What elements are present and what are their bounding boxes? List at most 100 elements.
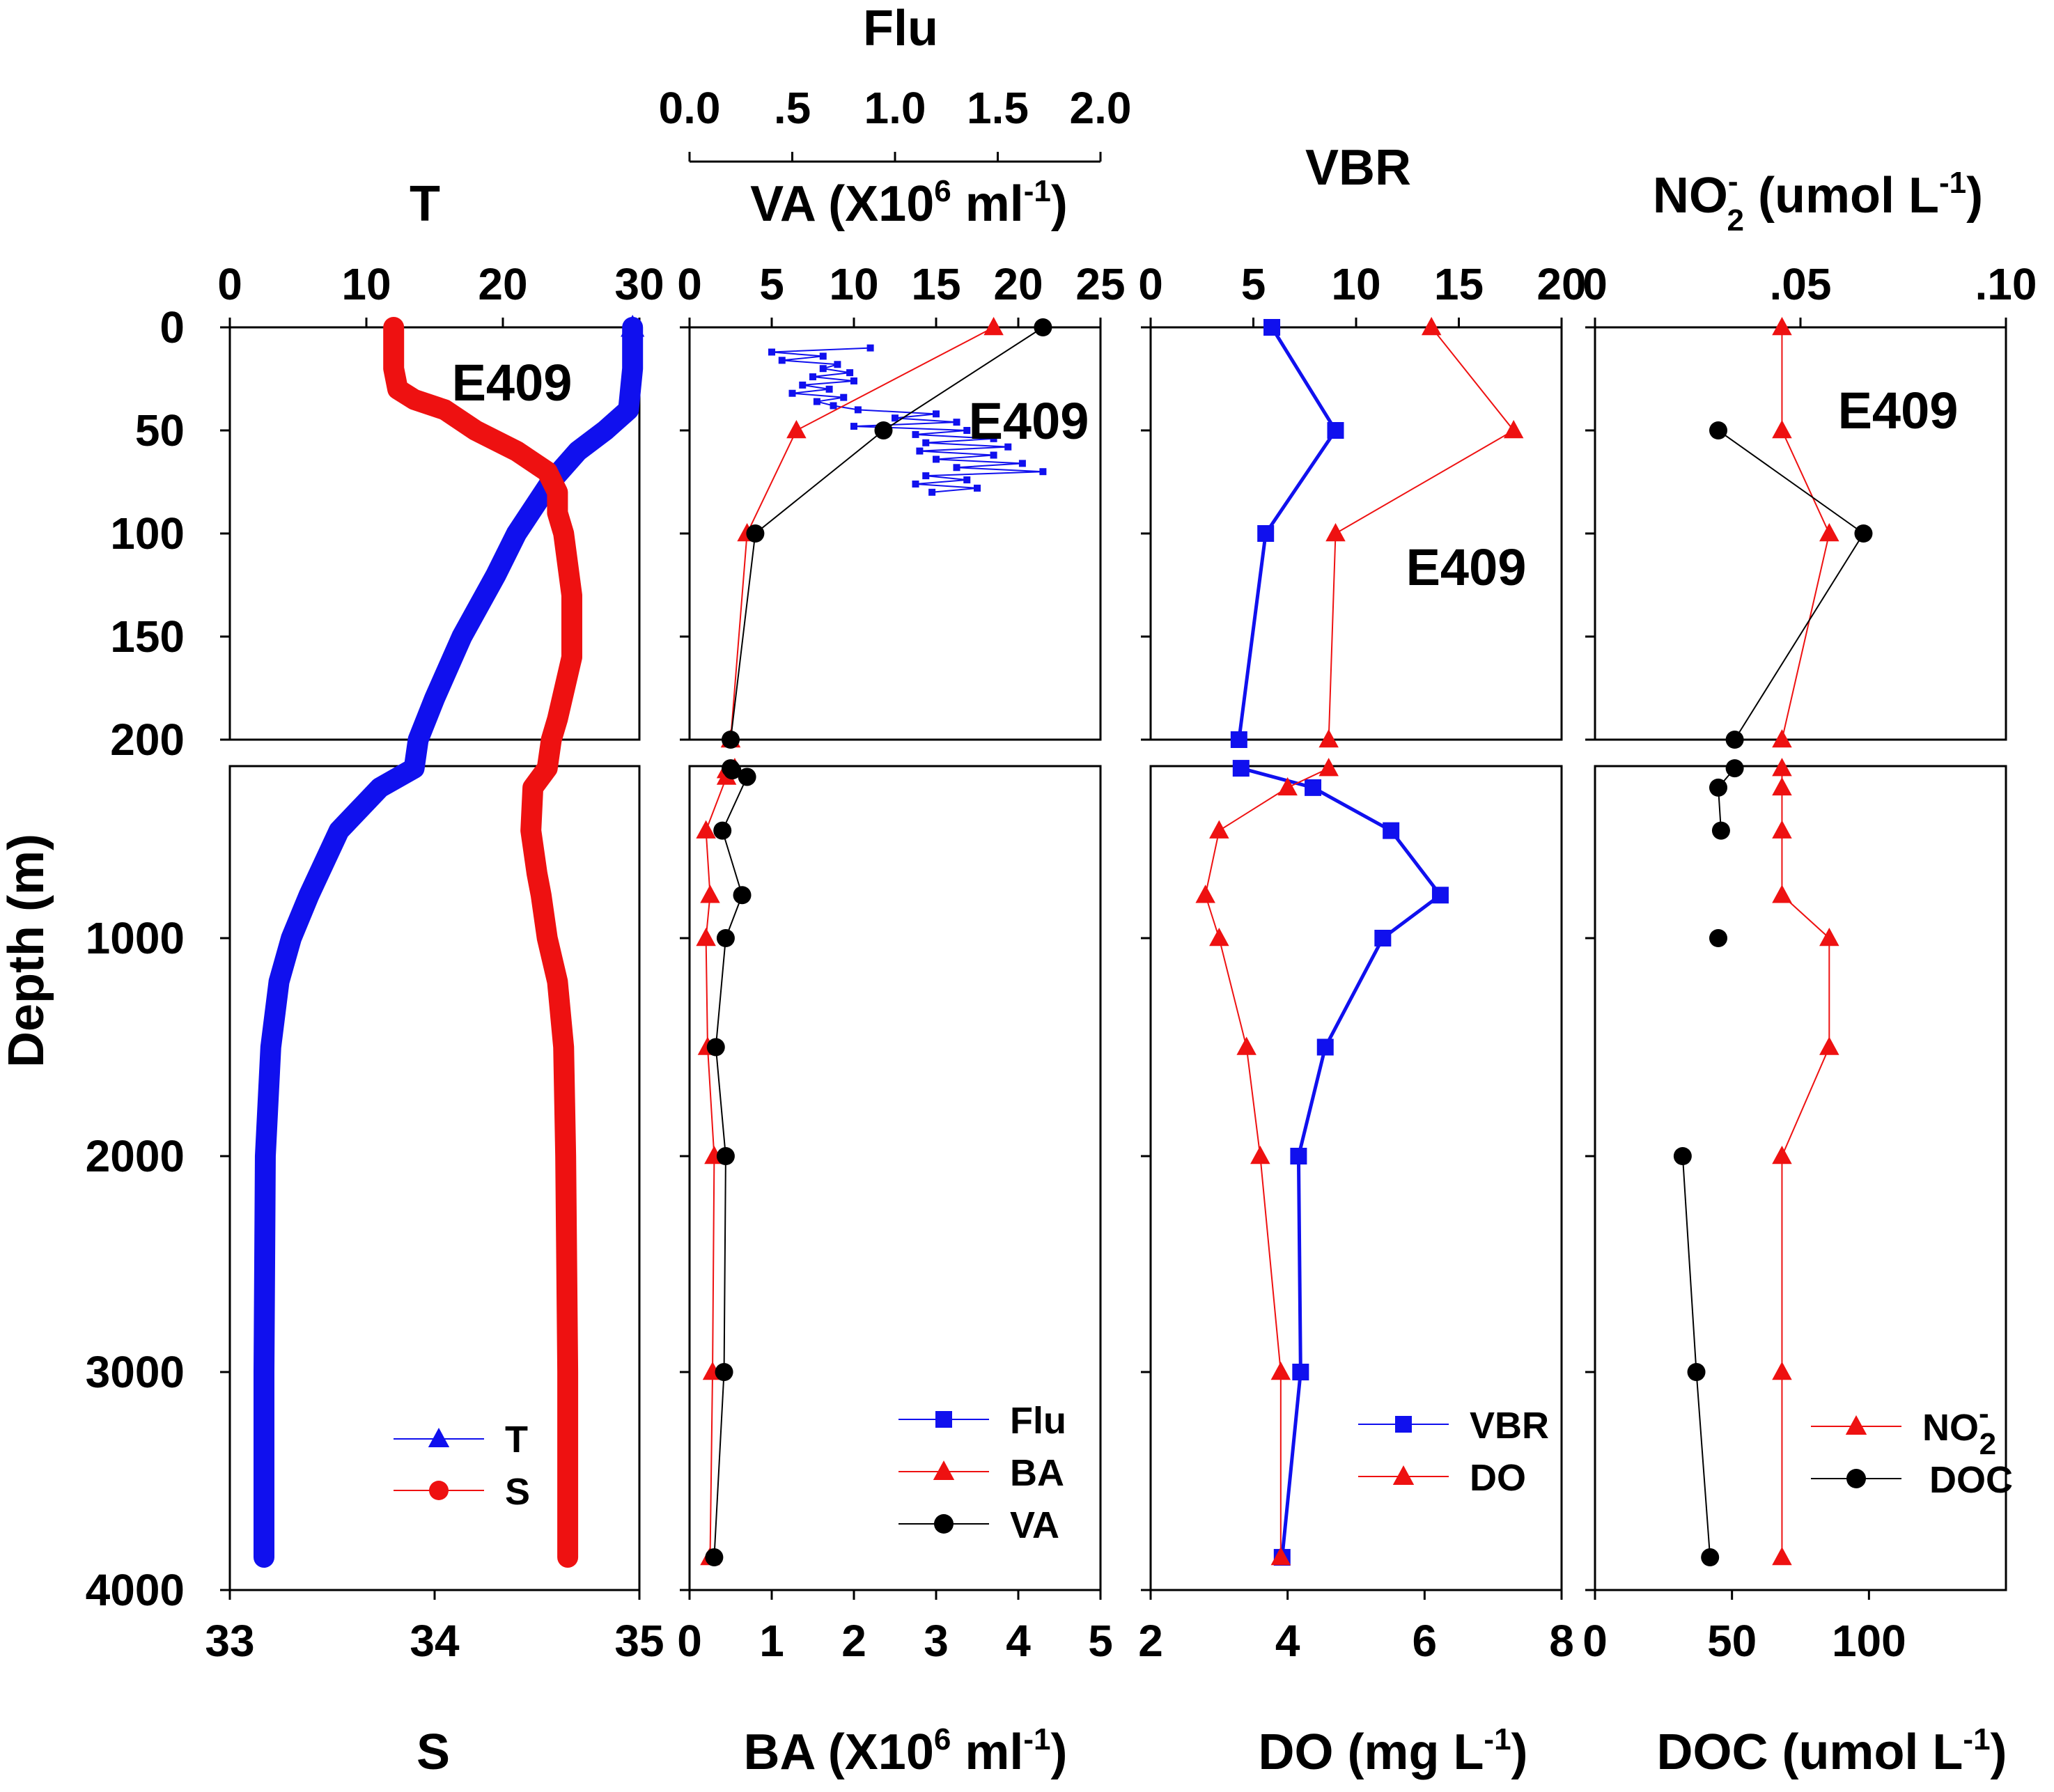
do-series-line [1328, 327, 1515, 740]
legend-p1-s: S [505, 1471, 530, 1513]
do-series-point [1195, 885, 1215, 903]
flu-tick-label: 1.5 [967, 83, 1029, 133]
vbr-series-point [1230, 731, 1247, 748]
p2-top-tick-label: 0 [677, 259, 702, 309]
flu-series-point [825, 385, 833, 393]
panel2-bottom-title-mid: ml [951, 1724, 1023, 1780]
flu-series-point [819, 365, 827, 373]
flu-series-point [963, 427, 971, 434]
legend-p3-do-swatch-marker [1392, 1465, 1415, 1485]
ba-series-point [983, 317, 1004, 336]
flu-series-point [928, 488, 936, 496]
depth-tick-label: 50 [135, 405, 185, 455]
doc-series-point [1709, 778, 1727, 797]
no2-series-point [1772, 729, 1792, 748]
p2-bottom-tick-label: 2 [841, 1616, 866, 1666]
do-series-point [1421, 317, 1442, 336]
flu-series-point [953, 419, 960, 426]
flu-series-point [1004, 443, 1012, 451]
p2-bottom-tick-label: 1 [759, 1616, 784, 1666]
p4-bottom-tick-label: 0 [1582, 1616, 1608, 1666]
flu-series-point [922, 472, 930, 480]
doc-series-line [1681, 1155, 1711, 1558]
panel2-top-title-post: ) [1051, 176, 1068, 232]
flu-series-point [866, 344, 874, 352]
legend-p4-no2-sub: 2 [1979, 1427, 1996, 1461]
flu-series-point [1018, 460, 1026, 467]
va-series-point [723, 761, 742, 780]
panel4-top-title: NO- 2 (umol L-1) [1653, 164, 1983, 237]
panel2-flu-title: Flu [863, 1, 938, 56]
panel2-top-title: VA (X106 ml-1) [750, 174, 1068, 232]
legend-p3-vbr-swatch-marker [1395, 1416, 1412, 1433]
va-series-point [1034, 318, 1052, 336]
flu-series-point [809, 373, 816, 381]
panel4-bottom-title-sup: -1 [1963, 1722, 1990, 1756]
flu-series-point [922, 439, 930, 446]
p4-top-tick-label: 0 [1582, 259, 1608, 309]
panel2-lower-frame [688, 765, 1102, 1591]
p3-bottom-tick-label: 4 [1275, 1616, 1300, 1666]
no2-series-point [1772, 1362, 1792, 1380]
vbr-series-point [1327, 422, 1344, 439]
panel2-top-title-sup2: -1 [1024, 174, 1051, 208]
p3-top-tick-label: 20 [1536, 259, 1586, 309]
depth-tick-label: 150 [110, 611, 185, 662]
vbr-series-point [1374, 930, 1392, 946]
legend-p4-no2-swatch-marker [1845, 1415, 1867, 1435]
p2-bottom-tick-label: 4 [1006, 1616, 1031, 1666]
va-series-point [715, 1363, 733, 1381]
no2-series-point [1772, 420, 1792, 439]
panel2-top-title-pre: VA (X10 [750, 176, 934, 232]
flu-series-point [768, 348, 775, 356]
p4-bottom-tick-label: 50 [1707, 1616, 1757, 1666]
panel4-bottom-title: DOC (umol L-1) [1656, 1722, 2007, 1780]
flu-series-point [912, 480, 919, 488]
legend-p2-ba-swatch-marker [933, 1460, 955, 1480]
legend-p2-ba: BA [1010, 1452, 1064, 1494]
panel4-top-title-post: (umol L [1744, 168, 1939, 224]
doc-series-point [1725, 759, 1744, 778]
depth-tick-label: 2000 [86, 1131, 185, 1181]
va-series-line [730, 327, 1043, 740]
doc-series-point [1673, 1147, 1692, 1165]
va-series-point [733, 886, 752, 905]
no2-series-point [1772, 1146, 1792, 1164]
depth-tick-label: 0 [160, 302, 185, 352]
flu-tick-label: 2.0 [1070, 83, 1132, 133]
do-series-point [1209, 928, 1229, 946]
do-series-point [1503, 420, 1524, 439]
p4-bottom-tick-label: 100 [1832, 1616, 1906, 1666]
do-series-point [1250, 1146, 1270, 1164]
va-series-point [738, 768, 756, 786]
t-series-point [621, 315, 645, 337]
doc-series-line [1717, 768, 1736, 831]
do-series-point [1236, 1036, 1256, 1055]
flu-series-point [850, 377, 857, 384]
legend-p1-t-swatch-marker [428, 1428, 450, 1447]
panel4-top-title-pre: NO [1653, 168, 1728, 224]
p1-top-tick-label: 10 [341, 259, 391, 309]
ba-series-point [700, 885, 720, 903]
depth-tick-label: 200 [110, 715, 185, 765]
doc-series-line [1718, 430, 1865, 740]
panel2-top-title-mid: ml [951, 176, 1024, 232]
doc-series-point [1701, 1548, 1720, 1567]
station-label-p4: E409 [1838, 382, 1959, 439]
p1-bottom-tick-label: 35 [614, 1616, 664, 1666]
vbr-series-point [1290, 1148, 1307, 1164]
legend-p4-doc: DOC [1929, 1459, 2013, 1501]
p2-top-tick-label: 15 [911, 259, 960, 309]
p2-top-tick-label: 20 [993, 259, 1043, 309]
flu-series-point [974, 484, 981, 492]
s-series-profile [383, 317, 582, 1568]
no2-series-point [1819, 523, 1839, 542]
panel4-lower-frame [1594, 765, 2007, 1591]
doc-series-point [1711, 821, 1730, 840]
p2-bottom-tick-label: 0 [677, 1616, 702, 1666]
panel-frames [220, 152, 2007, 1600]
legend-p2-va: VA [1010, 1504, 1059, 1546]
depth-tick-label: 100 [110, 508, 185, 559]
